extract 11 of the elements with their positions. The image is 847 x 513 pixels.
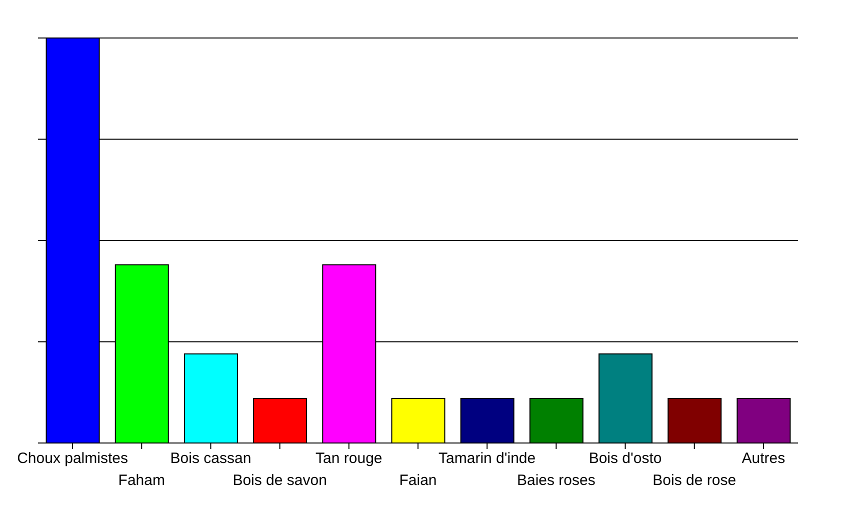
x-tick-label: Bois d'osto (588, 450, 662, 467)
x-tick-label: Autres (742, 450, 786, 467)
x-tick-label: Tan rouge (316, 450, 382, 467)
x-tick-label: Faham (118, 472, 165, 489)
x-tick-label: Bois de rose (652, 472, 736, 489)
x-tick-label: Bois cassan (170, 450, 252, 467)
x-tick-label: Tamarin d'inde (438, 450, 536, 467)
x-tick-label: Faian (399, 472, 437, 489)
x-tick-label: Baies roses (516, 472, 596, 489)
x-tick-label: Bois de savon (232, 472, 327, 489)
x-tick-label: Choux palmistes (17, 450, 128, 467)
